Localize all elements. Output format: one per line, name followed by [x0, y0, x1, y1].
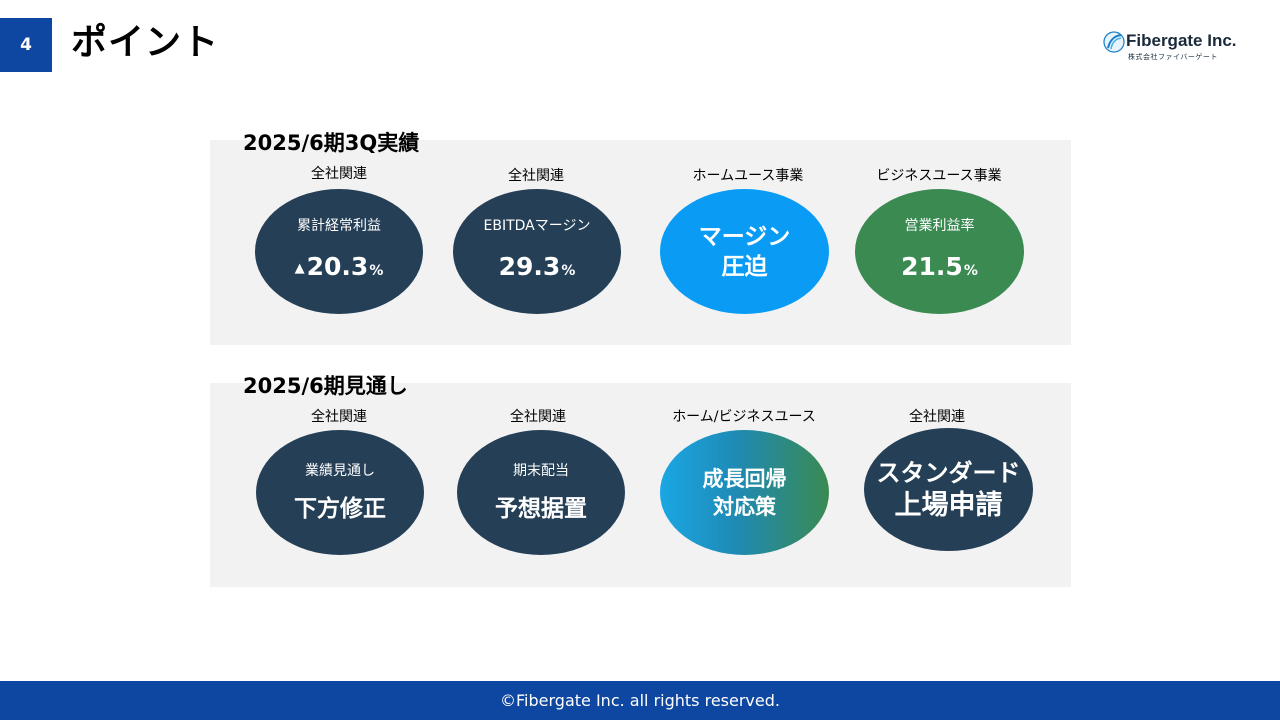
results-section-title: 2025/6期3Q実績: [243, 131, 420, 155]
oval-label: 累計経常利益: [297, 217, 381, 234]
oval-label: EBITDAマージン: [483, 217, 591, 234]
logo-text: Fibergate Inc.: [1126, 31, 1237, 50]
category-label: ホーム/ビジネスユース: [672, 409, 816, 425]
oval-value: 下方修正: [294, 495, 386, 522]
margin-pressure-oval: マージン 圧迫: [660, 189, 829, 314]
ebitda-margin-oval: EBITDAマージン 29.3%: [453, 189, 621, 314]
oval-line: 対応策: [713, 494, 776, 519]
category-label: 全社関連: [909, 409, 965, 425]
page-title: ポイント: [71, 22, 220, 63]
company-logo: Fibergate Inc. 株式会社ファイバーゲート: [1100, 30, 1260, 66]
category-label: 全社関連: [508, 168, 564, 184]
oval-value: ▲20.3%: [294, 251, 384, 281]
dividend-forecast-oval: 期末配当 予想据置: [457, 430, 625, 555]
category-label: 全社関連: [311, 409, 367, 425]
category-label: 全社関連: [311, 166, 367, 182]
oval-line: スタンダード: [876, 458, 1021, 487]
category-label: ホームユース事業: [692, 168, 804, 184]
growth-measures-oval: 成長回帰 対応策: [660, 430, 829, 555]
footer-copyright: ©Fibergate Inc. all rights reserved.: [0, 681, 1280, 720]
oval-line: 成長回帰: [702, 466, 787, 491]
oval-value: 予想据置: [495, 495, 587, 522]
category-label: ビジネスユース事業: [876, 168, 1002, 184]
logo-subtext: 株式会社ファイバーゲート: [1128, 53, 1218, 61]
oval-label: 営業利益率: [904, 217, 975, 234]
outlook-section-title: 2025/6期見通し: [243, 374, 408, 398]
decrease-triangle-icon: ▲: [294, 260, 305, 276]
forecast-revision-oval: 業績見通し 下方修正: [256, 430, 424, 555]
oval-label: 期末配当: [513, 462, 569, 479]
ordinary-profit-oval: 累計経常利益 ▲20.3%: [255, 189, 423, 314]
page-number: 4: [0, 18, 52, 72]
fibergate-logo-icon: [1103, 31, 1125, 53]
category-label: 全社関連: [510, 409, 566, 425]
oval-line: 上場申請: [894, 489, 1003, 521]
oval-line: マージン: [698, 223, 791, 250]
standard-listing-oval: スタンダード 上場申請: [864, 428, 1033, 551]
oval-value: 21.5%: [901, 251, 978, 281]
operating-margin-oval: 営業利益率 21.5%: [855, 189, 1024, 314]
oval-line: 圧迫: [721, 253, 768, 280]
oval-value: 29.3%: [498, 251, 576, 281]
oval-label: 業績見通し: [305, 462, 375, 479]
